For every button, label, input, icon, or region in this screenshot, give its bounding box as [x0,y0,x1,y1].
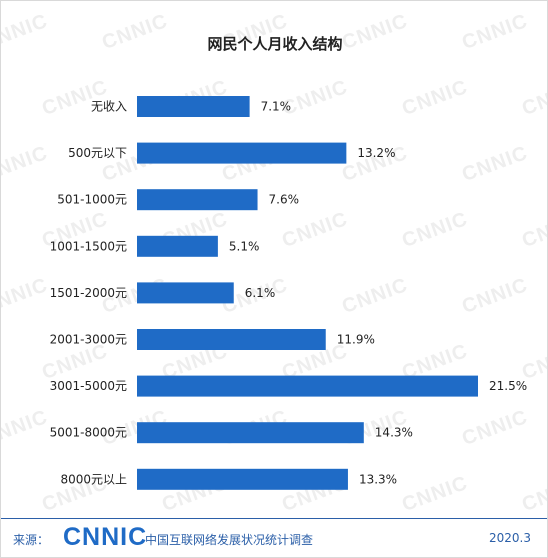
category-label: 1501-2000元 [50,286,127,300]
cnnic-logo: CNNIC [63,523,148,551]
category-label: 3001-5000元 [50,379,127,393]
value-label: 5.1% [229,239,260,253]
chart-title: 网民个人月收入结构 [207,35,342,53]
source-label: 来源： [13,533,50,547]
bar [137,468,348,490]
bar [137,282,234,304]
report-date: 2020.3 [489,531,531,545]
category-label: 500元以下 [68,146,127,160]
value-label: 14.3% [375,426,413,440]
bar [137,235,218,257]
category-label: 5001-8000元 [50,426,127,440]
value-label: 11.9% [337,333,375,347]
value-label: 7.1% [261,100,292,114]
category-label: 无收入 [91,100,127,114]
category-label: 1001-1500元 [50,239,127,253]
bar [137,422,364,444]
value-label: 7.6% [269,193,300,207]
bars-layer: 无收入 7.1% 500元以下 13.2% 501-1000元 7.6% 1001-1500… [50,96,527,490]
value-label: 13.2% [357,146,395,160]
chart-svg: 网民个人月收入结构 无收入 7.1% 500元以下 13.2% 501-1000元 7.6… [50,35,527,490]
category-label: 2001-3000元 [50,333,127,347]
bar [137,142,347,164]
value-label: 13.3% [359,472,397,486]
bar [137,189,258,211]
bar [137,375,478,397]
footer-divider [1,518,547,519]
category-label: 8000元以上 [60,472,127,486]
value-label: 21.5% [489,379,527,393]
category-label: 501-1000元 [57,193,127,207]
value-label: 6.1% [245,286,276,300]
bar [137,96,250,117]
bar [137,329,326,350]
organization-name: 中国互联网络发展状况统计调查 [145,533,314,547]
